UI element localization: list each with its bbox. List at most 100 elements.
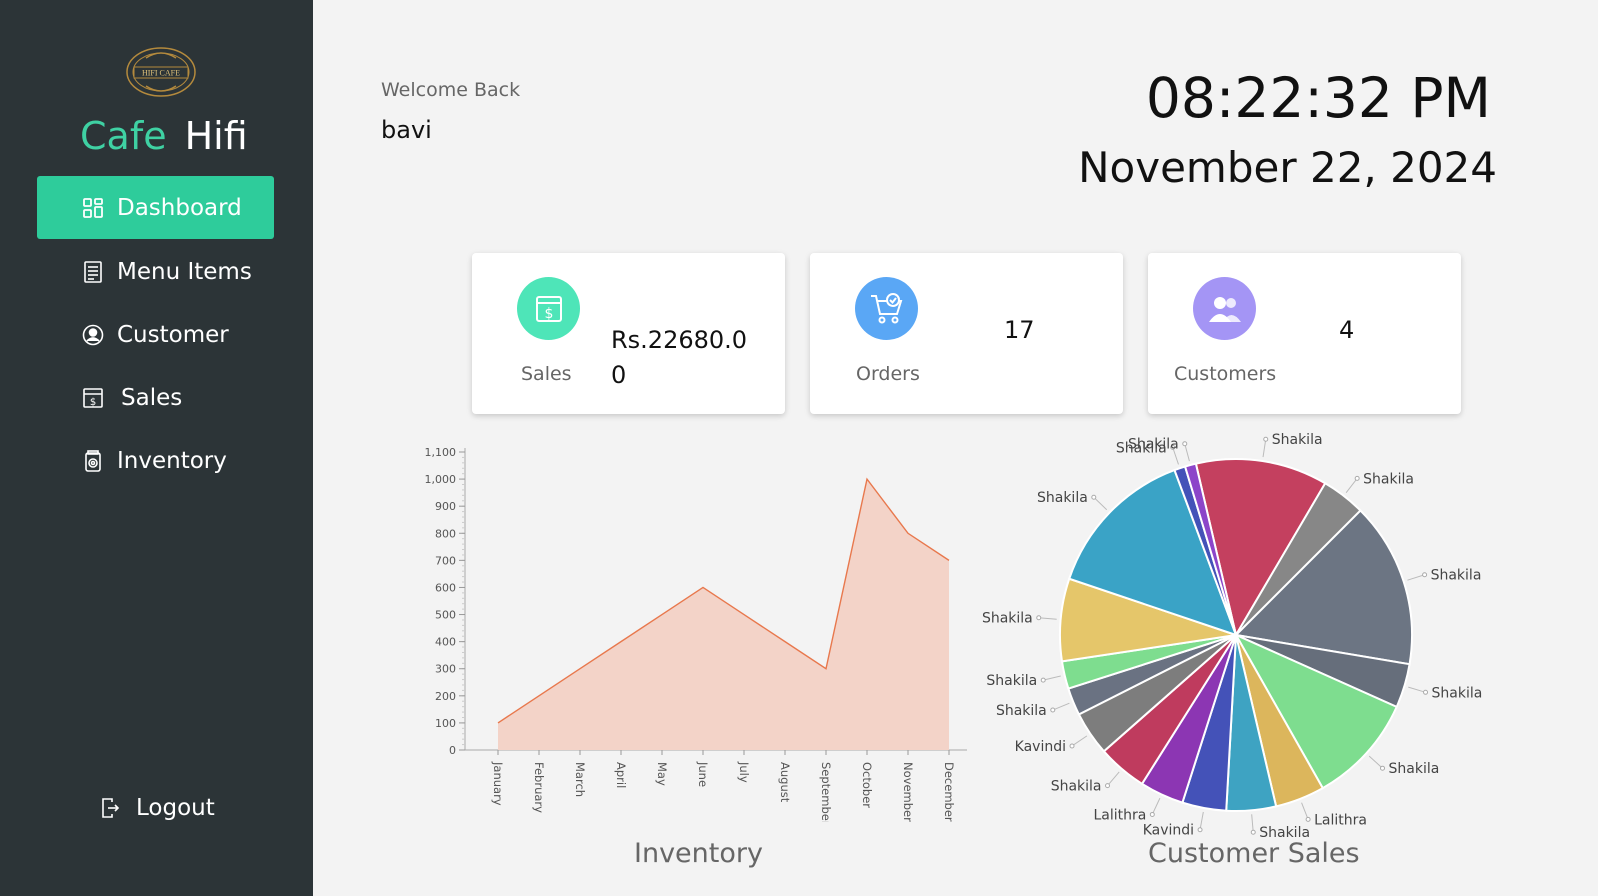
inventory-chart: 0 100 200 300 400 500 600 700 800 900 1,000 1,100 Ja… xyxy=(425,446,967,822)
pie-label-dot xyxy=(1149,811,1155,817)
pie-slice-label: Shakila xyxy=(1116,440,1167,456)
customer-sales-chart-title: Customer Sales xyxy=(1148,838,1360,869)
customers-label: Customers xyxy=(1174,363,1277,385)
pie-label-leader xyxy=(1093,496,1108,511)
area-line xyxy=(497,477,950,724)
x-tick-label: April xyxy=(614,762,628,788)
dollar-icon: $ xyxy=(517,277,580,340)
pie-label-leader xyxy=(1301,802,1309,820)
pie-label-leader xyxy=(1172,447,1179,465)
y-tick-label: 0 xyxy=(449,744,456,757)
orders-value: 17 xyxy=(1004,316,1035,344)
brand-hifi: Hifi xyxy=(184,114,248,158)
pie-slice-label: Shakila xyxy=(1389,761,1440,777)
x-tick-label: March xyxy=(573,762,587,797)
x-tick-label: July xyxy=(737,761,751,783)
sidebar-item-label: Inventory xyxy=(117,447,227,474)
y-tick-label: 100 xyxy=(435,717,456,730)
customers-card: Customers 4 xyxy=(1148,253,1461,414)
pie-label-leader xyxy=(1408,686,1426,693)
pie-slice xyxy=(1233,632,1398,790)
sidebar-item-sales[interactable]: $ Sales xyxy=(37,366,274,429)
pie-slice-label: Kavindi xyxy=(1143,823,1194,839)
y-tick-label: 800 xyxy=(435,527,456,540)
x-tick-label: October xyxy=(860,762,874,808)
pie-slice-label: Lalithra xyxy=(1314,812,1367,828)
y-tick-label: 500 xyxy=(435,609,456,622)
pie-label-leader xyxy=(1251,814,1254,833)
sidebar-item-inventory[interactable]: Inventory xyxy=(37,429,274,492)
x-tick-label: September xyxy=(819,762,833,822)
svg-text:$: $ xyxy=(544,306,553,322)
area-fill xyxy=(498,479,949,750)
pie-label-dot xyxy=(1197,827,1203,833)
x-tick-label: January xyxy=(491,761,505,806)
pie-label-dot xyxy=(1040,677,1046,683)
pie-slice-label: Kavindi xyxy=(1015,739,1066,755)
pie-slice-label: Shakila xyxy=(1259,825,1310,841)
pie-slice-label: Shakila xyxy=(1272,432,1323,448)
sales-icon: $ xyxy=(81,386,105,410)
y-tick-label: 200 xyxy=(435,690,456,703)
logo-text: HIFI CAFE xyxy=(142,69,180,78)
pie-label-leader xyxy=(1184,443,1190,462)
sidebar-item-customer[interactable]: Customer xyxy=(37,303,274,366)
sidebar-item-label: Menu Items xyxy=(117,258,252,285)
sidebar-item-menu-items[interactable]: Menu Items xyxy=(37,240,274,303)
sidebar: HIFI CAFE Cafe Hifi Dashboard Menu Items … xyxy=(0,0,313,896)
pie-label-dot xyxy=(1050,707,1056,713)
welcome-text: Welcome Back xyxy=(381,79,521,101)
customer-icon xyxy=(81,323,105,347)
pie-label-dot xyxy=(1380,765,1386,771)
y-tick-label: 1,100 xyxy=(425,446,457,459)
pie-label-leader xyxy=(1199,811,1204,830)
brand-name: Cafe Hifi xyxy=(80,114,248,158)
menu-list-icon xyxy=(81,260,105,284)
pie-slice-label: Shakila xyxy=(1128,437,1179,453)
pie-label-leader xyxy=(1368,755,1383,769)
pie-label-leader xyxy=(1407,574,1425,581)
pie-slice xyxy=(1183,462,1237,636)
pie-label-leader xyxy=(1038,617,1057,620)
y-tick-label: 700 xyxy=(435,554,456,567)
customers-value: 4 xyxy=(1339,316,1355,344)
pie-slice xyxy=(1194,458,1327,638)
username: bavi xyxy=(381,116,432,144)
pie-label-leader xyxy=(1071,735,1088,747)
pie-label-leader xyxy=(1052,702,1070,711)
y-tick-label: 400 xyxy=(435,636,456,649)
sales-value-line2: 0 xyxy=(611,361,627,389)
pie-label-dot xyxy=(1305,816,1311,822)
customer-sales-pie-chart: ShakilaShakilaShakilaShakilaShakilaLalit… xyxy=(982,432,1482,841)
cart-icon xyxy=(855,277,918,340)
inventory-chart-title: Inventory xyxy=(634,838,763,869)
current-date: November 22, 2024 xyxy=(1078,143,1497,192)
pie-slice-label: Shakila xyxy=(1051,779,1102,795)
pie-label-dot xyxy=(1036,615,1042,621)
pie-label-leader xyxy=(1151,797,1161,815)
sidebar-item-label: Customer xyxy=(117,321,229,348)
sidebar-item-label: Sales xyxy=(121,384,183,411)
pie-label-dot xyxy=(1105,783,1111,789)
logout-button[interactable]: Logout xyxy=(100,795,215,821)
pie-slice xyxy=(1067,468,1238,637)
pie-label-dot xyxy=(1354,475,1360,481)
sidebar-item-dashboard[interactable]: Dashboard xyxy=(37,176,274,239)
y-tick-label: 900 xyxy=(435,500,456,513)
y-tick-label: 300 xyxy=(435,663,456,676)
pie-label-leader xyxy=(1107,771,1120,786)
users-icon xyxy=(1193,277,1256,340)
pie-label-dot xyxy=(1263,436,1269,442)
pie-label-leader xyxy=(1262,439,1267,458)
logout-label: Logout xyxy=(136,795,215,821)
pie-slice-label: Shakila xyxy=(996,703,1047,719)
pie-label-dot xyxy=(1422,572,1428,578)
pie-label-dot xyxy=(1170,444,1176,450)
y-tick-label: 1,000 xyxy=(425,473,457,486)
y-tick-label: 600 xyxy=(435,581,456,594)
sales-label: Sales xyxy=(521,363,572,385)
pie-slice-label: Shakila xyxy=(1363,471,1414,487)
pie-slice-label: Lalithra xyxy=(1093,807,1146,823)
x-tick-label: February xyxy=(532,762,546,813)
orders-card: Orders 17 xyxy=(810,253,1123,414)
